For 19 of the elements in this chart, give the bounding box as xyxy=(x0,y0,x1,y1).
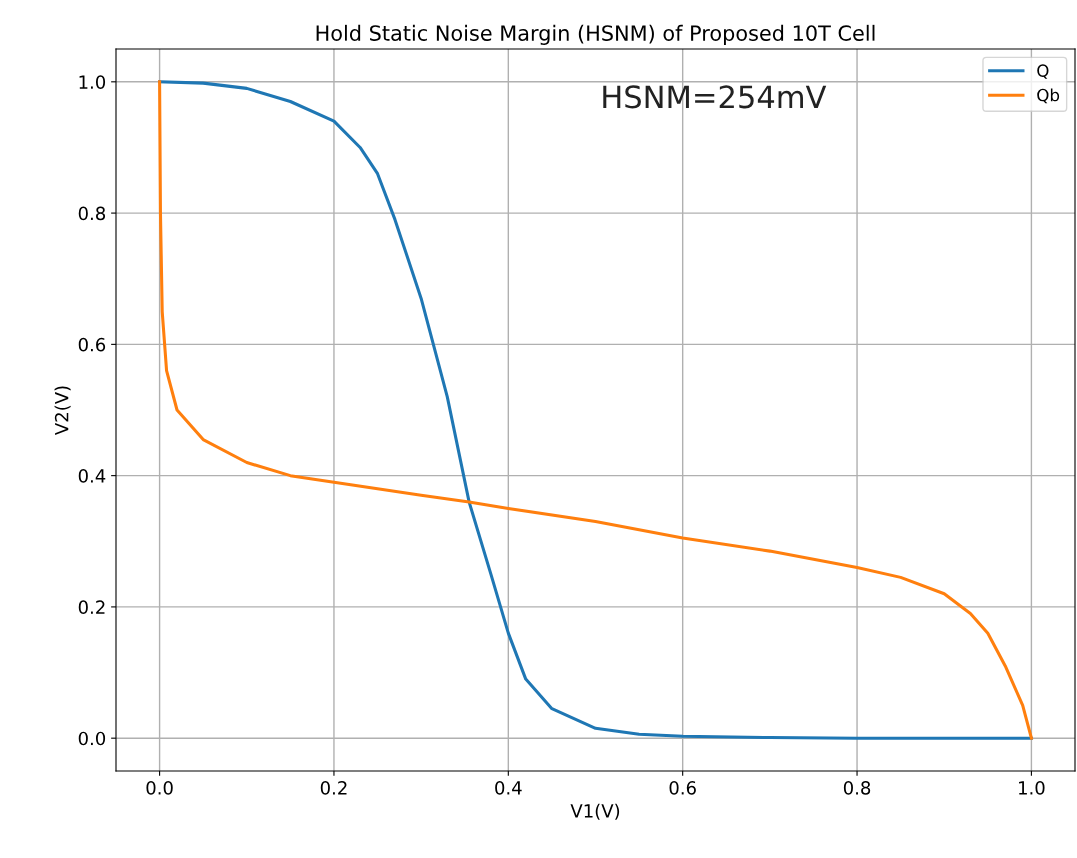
x-tick-label: 0.0 xyxy=(146,781,173,795)
y-tick-label: 0.8 xyxy=(78,206,106,221)
legend-label: Q xyxy=(1037,64,1049,79)
legend-label: Qb xyxy=(1037,88,1060,104)
chart-title: Hold Static Noise Margin (HSNM) of Proposed 10T Cell xyxy=(316,24,875,45)
y-axis-title: V2(V) xyxy=(54,386,71,435)
x-tick-label: 0.2 xyxy=(320,781,347,795)
x-tick-label: 0.6 xyxy=(669,781,696,795)
annotation: HSNM=254mV xyxy=(603,85,827,109)
x-tick-label: 1.0 xyxy=(1019,781,1045,795)
line-series xyxy=(158,80,1033,740)
y-tick-label: 0.6 xyxy=(78,337,106,352)
x-tick-label: 0.8 xyxy=(843,781,871,795)
y-tick-label: 0.0 xyxy=(78,731,106,746)
y-tick-label: 0.2 xyxy=(78,600,105,615)
x-tick-label: 0.4 xyxy=(495,781,522,795)
x-axis-title: V1(V) xyxy=(570,803,620,820)
y-tick-label: 1.0 xyxy=(79,75,106,89)
y-tick-label: 0.4 xyxy=(78,469,106,483)
